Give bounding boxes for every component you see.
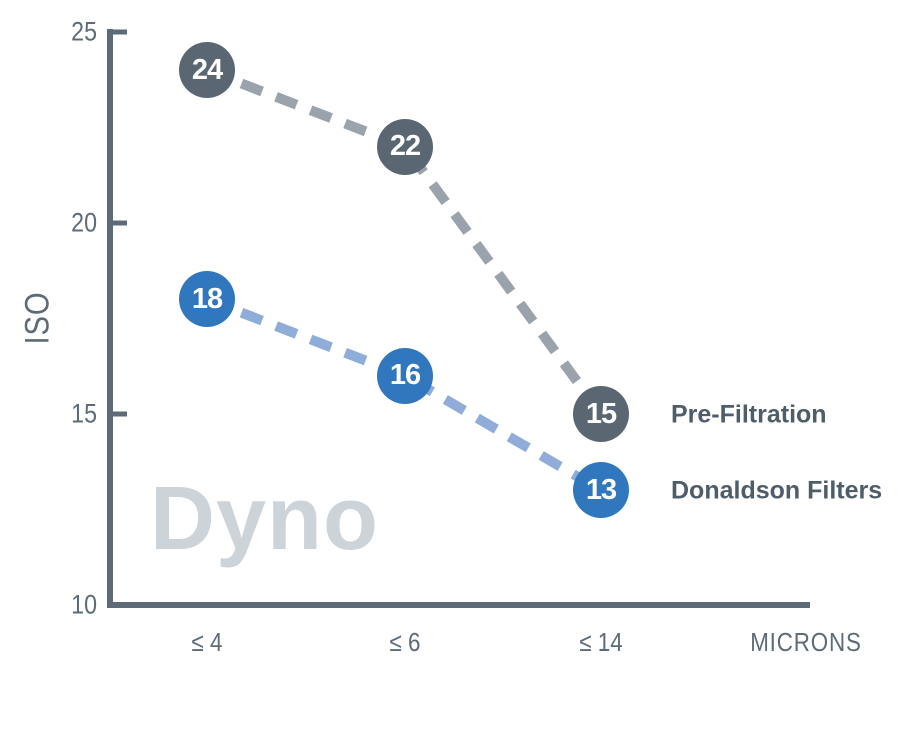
data-point-marker-pre-filtration: 24	[179, 42, 235, 99]
y-axis-title-text: ISO	[18, 291, 57, 345]
y-tick-label: 20	[67, 208, 97, 239]
x-category-label-text: ≤ 4	[191, 627, 223, 657]
y-tick-label-text: 25	[71, 16, 97, 47]
data-point-marker-donaldson-filters: 18	[179, 271, 235, 328]
y-tick-label: 10	[67, 590, 97, 621]
y-axis-title: ISO	[19, 287, 58, 349]
y-tick-label-text: 20	[71, 207, 97, 238]
series-label-pre-filtration: Pre-Filtration	[671, 400, 827, 429]
series-label-donaldson-filters: Donaldson Filters	[671, 476, 883, 505]
watermark-dyno-logo: Dyno	[150, 469, 379, 569]
x-category-label: ≤ 6	[387, 627, 423, 658]
data-point-marker-donaldson-filters: 13	[573, 462, 629, 519]
x-category-label-text: ≤ 14	[579, 627, 623, 657]
x-axis-title-text: MICRONS	[750, 627, 862, 657]
x-category-label: ≤ 4	[189, 627, 225, 658]
x-axis-title: MICRONS	[741, 627, 871, 658]
data-point-marker-donaldson-filters: 16	[377, 347, 433, 404]
y-tick-label: 25	[67, 17, 97, 48]
data-point-marker-pre-filtration: 15	[573, 386, 629, 442]
y-tick-label-text: 15	[71, 398, 97, 429]
x-category-label: ≤ 14	[576, 627, 626, 658]
y-tick-label-text: 10	[71, 589, 97, 620]
x-category-label-text: ≤ 6	[389, 627, 421, 657]
y-tick-label: 15	[67, 399, 97, 430]
data-point-marker-pre-filtration: 22	[377, 118, 433, 175]
